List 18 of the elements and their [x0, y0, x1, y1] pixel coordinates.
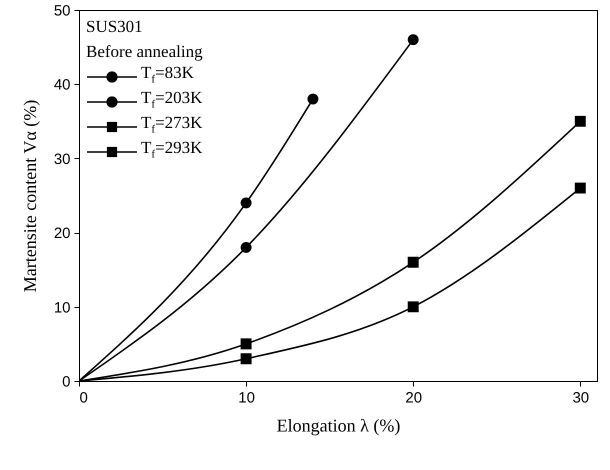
x-tick-label: 0 — [80, 390, 88, 406]
x-tick-label: 30 — [572, 390, 590, 406]
x-tick-label: 20 — [405, 390, 422, 406]
y-tick-label: 50 — [54, 2, 70, 20]
legend-label: T$_{f}$=83K — [141, 63, 194, 86]
y-tick-label: 0 — [62, 374, 70, 390]
x-axis-title: Elongation λ (%) — [276, 416, 400, 436]
annotation: SUS301 — [86, 16, 144, 38]
legend-label: T$_{f}$=273K — [141, 113, 202, 136]
y-tick-label: 40 — [54, 76, 70, 94]
x-tick-label: 10 — [238, 390, 255, 406]
annotation: Before annealing — [86, 41, 203, 63]
legend-label: T$_{f}$=203K — [141, 88, 202, 111]
y-tick-label: 10 — [54, 299, 70, 316]
legend-label: T$_{f}$=293K — [141, 137, 202, 163]
y-tick-label: 30 — [54, 150, 70, 168]
y-tick-label: 20 — [54, 225, 70, 242]
y-axis-title: Martensite content Vα (%) — [20, 100, 40, 292]
